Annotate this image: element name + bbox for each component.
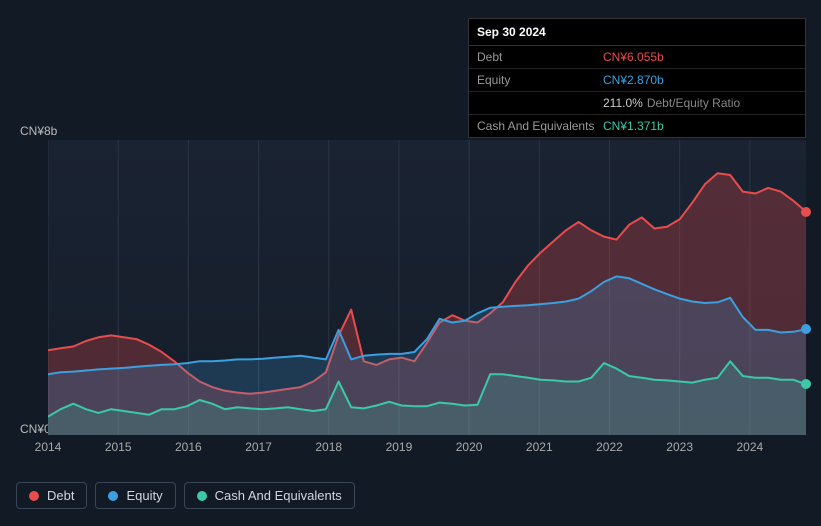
legend-item[interactable]: Debt [16, 482, 87, 509]
tooltip-label: Debt [477, 50, 603, 64]
x-axis-tick: 2017 [245, 440, 272, 454]
legend-swatch [108, 491, 118, 501]
x-axis-tick: 2020 [456, 440, 483, 454]
legend-swatch [197, 491, 207, 501]
y-axis-label-bottom: CN¥0 [20, 422, 51, 436]
tooltip-value: CN¥6.055b [603, 50, 664, 64]
chart-svg [48, 140, 806, 435]
x-axis-tick: 2019 [386, 440, 413, 454]
chart-container: CN¥8b CN¥0 2014 2015 2016 2017 2018 2019 2020 2… [16, 120, 806, 465]
series-end-marker [801, 379, 811, 389]
tooltip-value: CN¥2.870b [603, 73, 664, 87]
y-axis-label-top: CN¥8b [20, 124, 57, 138]
tooltip-label: Equity [477, 73, 603, 87]
chart-legend: Debt Equity Cash And Equivalents [16, 482, 355, 509]
ratio-label: Debt/Equity Ratio [647, 96, 740, 110]
chart-plot-area[interactable] [48, 140, 806, 435]
x-axis-tick: 2023 [666, 440, 693, 454]
ratio-percent: 211.0% [603, 96, 643, 110]
series-end-marker [801, 207, 811, 217]
tooltip-value: CN¥1.371b [603, 119, 664, 133]
tooltip-row-cash: Cash And Equivalents CN¥1.371b [469, 115, 805, 137]
tooltip-row-debt: Debt CN¥6.055b [469, 46, 805, 69]
legend-label: Cash And Equivalents [215, 488, 342, 503]
tooltip-value: 211.0% Debt/Equity Ratio [603, 96, 740, 110]
x-axis-tick: 2015 [105, 440, 132, 454]
x-axis-tick: 2016 [175, 440, 202, 454]
chart-tooltip: Sep 30 2024 Debt CN¥6.055b Equity CN¥2.8… [468, 18, 806, 138]
tooltip-label [477, 96, 603, 110]
series-end-marker [801, 324, 811, 334]
x-axis-tick: 2014 [35, 440, 62, 454]
x-axis-tick: 2021 [526, 440, 553, 454]
legend-swatch [29, 491, 39, 501]
x-axis-tick: 2022 [596, 440, 623, 454]
legend-item[interactable]: Equity [95, 482, 175, 509]
x-axis-tick: 2018 [315, 440, 342, 454]
legend-item[interactable]: Cash And Equivalents [184, 482, 355, 509]
tooltip-row-ratio: 211.0% Debt/Equity Ratio [469, 92, 805, 115]
tooltip-label: Cash And Equivalents [477, 119, 603, 133]
x-axis-tick: 2024 [736, 440, 763, 454]
legend-label: Equity [126, 488, 162, 503]
x-axis: 2014201520162017201820192020202120222023… [48, 440, 806, 460]
legend-label: Debt [47, 488, 74, 503]
tooltip-row-equity: Equity CN¥2.870b [469, 69, 805, 92]
tooltip-date: Sep 30 2024 [469, 19, 805, 46]
